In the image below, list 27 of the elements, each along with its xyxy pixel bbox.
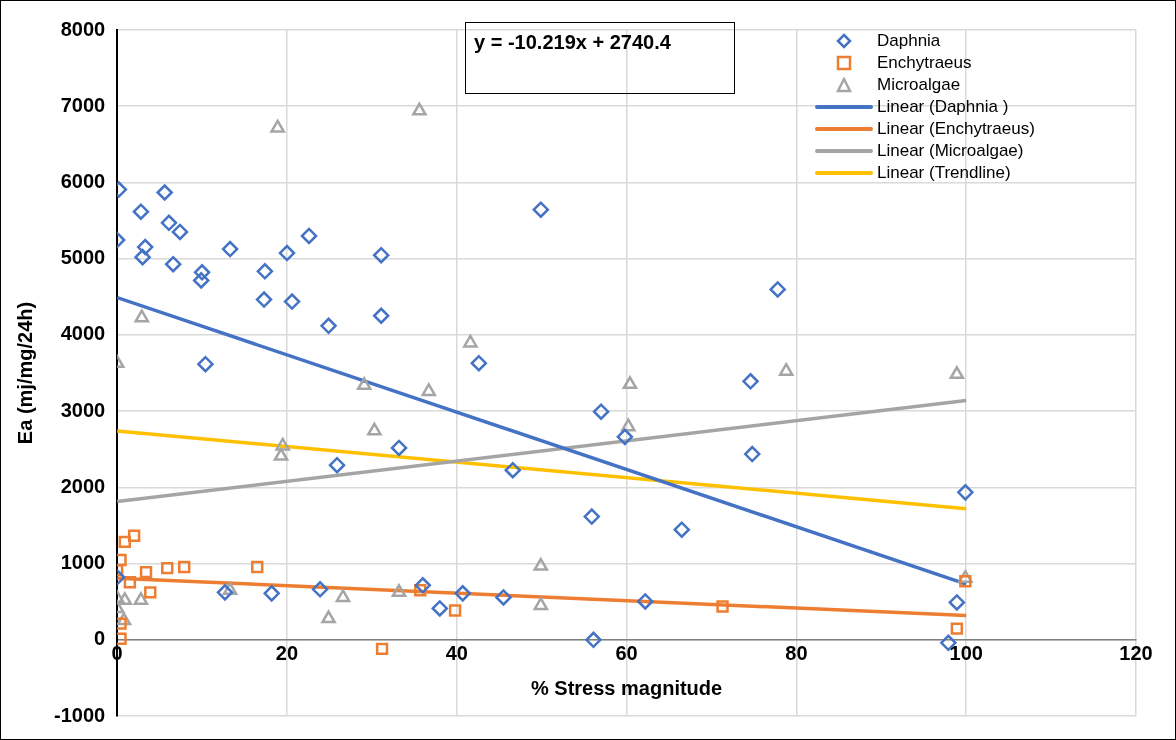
x-axis-title: % Stress magnitude [530, 677, 723, 700]
y-tick-label: 4000 [60, 322, 106, 345]
legend-label: Linear (Trendline) [877, 162, 1011, 184]
legend-label: Daphnia [877, 30, 941, 52]
y-tick-label: 7000 [60, 93, 106, 116]
legend-label: Linear (Microalgae) [877, 140, 1024, 162]
y-tick-label: 3000 [60, 398, 106, 421]
x-tick-label: 40 [445, 642, 468, 665]
y-tick-label: 8000 [60, 17, 106, 40]
x-tick-label: 80 [785, 642, 808, 665]
y-tick-label: 6000 [60, 169, 106, 192]
y-tick-label: 1000 [60, 551, 106, 574]
annotation: y = -10.219x + 2740.4 [474, 31, 672, 54]
x-tick-label: 20 [275, 642, 299, 665]
x-tick-label: 120 [1119, 642, 1153, 665]
x-tick-label: 60 [615, 642, 638, 665]
y-axis-title: Ea (mj/mg/24h) [13, 301, 36, 445]
legend-label: Linear (Daphnia ) [877, 96, 1009, 118]
y-tick-label: 0 [94, 627, 106, 650]
text-box: y = -10.219x + 2740.4 [465, 22, 735, 94]
legend-label: Microalgae [877, 74, 961, 96]
legend-label: Linear (Enchytraeus) [877, 118, 1035, 140]
y-tick-label: 2000 [60, 474, 106, 497]
x-tick-label: 100 [949, 642, 983, 665]
y-tick-label: 5000 [60, 246, 106, 269]
y-tick-label: -1000 [54, 703, 106, 726]
legend-label: Enchytraeus [877, 52, 972, 74]
